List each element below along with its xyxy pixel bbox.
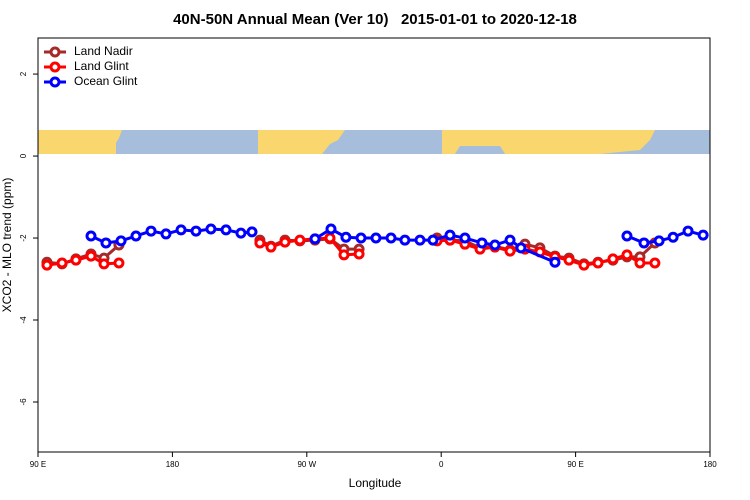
data-point xyxy=(427,234,439,246)
data-point xyxy=(279,236,291,248)
data-point xyxy=(638,237,650,249)
data-point xyxy=(340,231,352,243)
map-strip xyxy=(38,130,710,154)
data-point xyxy=(653,235,665,247)
data-point xyxy=(515,242,527,254)
x-tick-label: 0 xyxy=(439,460,444,469)
legend-label: Land Glint xyxy=(74,59,129,73)
data-point xyxy=(444,229,456,241)
data-point xyxy=(130,230,142,242)
data-point xyxy=(145,225,157,237)
data-point xyxy=(338,249,350,261)
data-point xyxy=(85,230,97,242)
data-point xyxy=(220,224,232,236)
data-point xyxy=(621,230,633,242)
legend-marker xyxy=(49,61,61,73)
data-point xyxy=(489,239,501,251)
data-point xyxy=(682,225,694,237)
data-point xyxy=(353,248,365,260)
x-tick-label: 90 E xyxy=(567,460,583,469)
x-tick-label: 180 xyxy=(703,460,717,469)
data-point xyxy=(325,223,337,235)
data-point xyxy=(621,249,633,261)
data-point xyxy=(175,224,187,236)
data-point xyxy=(70,254,82,266)
data-point xyxy=(649,257,661,269)
legend-label: Land Nadir xyxy=(74,44,133,58)
legend-marker xyxy=(49,76,61,88)
data-point xyxy=(592,257,604,269)
data-point xyxy=(85,250,97,262)
data-point xyxy=(56,257,68,269)
data-point xyxy=(324,232,336,244)
data-point xyxy=(115,235,127,247)
data-point xyxy=(504,234,516,246)
legend-label: Ocean Glint xyxy=(74,74,138,88)
data-point xyxy=(235,227,247,239)
legend-marker xyxy=(49,46,61,58)
data-point xyxy=(414,234,426,246)
data-point xyxy=(399,234,411,246)
data-point xyxy=(459,232,471,244)
data-point xyxy=(667,231,679,243)
data-point xyxy=(100,237,112,249)
data-point xyxy=(607,253,619,265)
y-tick-label: -6 xyxy=(19,398,28,406)
x-axis-label: Longitude xyxy=(349,476,402,490)
plot-frame xyxy=(37,37,711,453)
y-tick-label: -2 xyxy=(19,234,28,242)
x-tick-label: 90 W xyxy=(297,460,316,469)
chart-title: 40N-50N Annual Mean (Ver 10) 2015-01-01 … xyxy=(173,11,577,28)
data-point xyxy=(205,223,217,235)
data-point xyxy=(294,234,306,246)
data-point xyxy=(549,256,561,268)
data-point xyxy=(504,245,516,257)
data-point xyxy=(563,254,575,266)
data-point xyxy=(634,257,646,269)
y-tick-label: 2 xyxy=(19,71,28,76)
x-tick-label: 180 xyxy=(166,460,180,469)
data-point xyxy=(265,241,277,253)
data-point xyxy=(41,259,53,271)
data-point xyxy=(254,237,266,249)
data-point xyxy=(697,229,709,241)
data-point xyxy=(160,228,172,240)
data-point xyxy=(309,233,321,245)
data-point xyxy=(355,232,367,244)
data-point xyxy=(385,232,397,244)
x-tick-label: 90 E xyxy=(30,460,46,469)
y-tick-label: -4 xyxy=(19,316,28,324)
data-point xyxy=(476,237,488,249)
y-axis-label: XCO2 - MLO trend (ppm) xyxy=(0,178,14,313)
data-point xyxy=(246,226,258,238)
data-point xyxy=(578,259,590,271)
y-tick-label: 0 xyxy=(19,153,28,158)
data-point xyxy=(98,258,110,270)
data-point xyxy=(190,225,202,237)
data-point xyxy=(370,232,382,244)
data-point xyxy=(113,257,125,269)
